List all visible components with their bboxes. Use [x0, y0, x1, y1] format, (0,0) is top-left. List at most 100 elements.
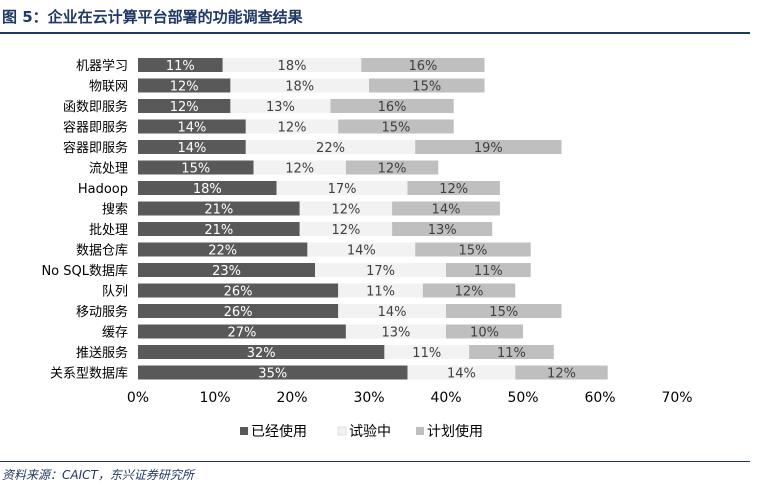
bar-pilot: [384, 345, 470, 359]
category-label: 物联网: [89, 80, 128, 95]
source-rule: [0, 461, 750, 462]
axis-layer: 0% 10% 20% 30% 40% 50% 60% 70%: [127, 390, 693, 406]
bar-planned: [345, 160, 439, 175]
bar-pilot: [245, 140, 416, 154]
bar-used: [138, 58, 223, 72]
legend-swatch-pilot: [337, 426, 347, 436]
data-label-planned: 15%: [412, 80, 441, 95]
data-label-pilot: 14%: [378, 305, 407, 320]
data-label-pilot: 22%: [316, 141, 345, 156]
data-label-planned: 12%: [455, 285, 484, 300]
data-label-pilot: 13%: [381, 326, 410, 341]
category-label: 缓存: [102, 326, 128, 341]
bar-used: [138, 78, 231, 93]
data-label-pilot: 13%: [266, 100, 295, 115]
category-label: 移动服务: [76, 304, 128, 320]
legend-label-pilot: 试验中: [349, 424, 391, 440]
data-label-used: 21%: [204, 203, 233, 218]
data-label-planned: 11%: [474, 264, 503, 279]
category-label: No SQL数据库: [41, 263, 128, 279]
bar-pilot: [253, 160, 346, 175]
category-label: 容器即服务: [63, 120, 128, 136]
bar-planned: [330, 99, 454, 113]
category-label: 批处理: [89, 223, 128, 238]
x-tick-label: 10%: [199, 390, 230, 406]
data-label-planned: 12%: [439, 182, 468, 197]
bar-used: [138, 181, 277, 195]
bar-used: [138, 201, 300, 216]
category-label: 数据仓库: [76, 243, 128, 259]
bar-planned: [392, 222, 493, 236]
bar-planned: [446, 263, 531, 277]
x-tick-label: 30%: [353, 390, 384, 406]
bar-planned: [446, 324, 523, 339]
bar-used: [138, 160, 254, 175]
bar-planned: [515, 365, 608, 380]
data-label-planned: 19%: [474, 141, 503, 156]
data-label-used: 26%: [224, 305, 253, 320]
data-label-planned: 15%: [458, 244, 487, 259]
category-label: Hadoop: [78, 182, 128, 197]
data-label-used: 35%: [258, 367, 287, 382]
bar-used: [138, 345, 385, 359]
bar-planned: [369, 78, 485, 93]
bar-planned: [338, 119, 454, 134]
figure-title: 图 5：企业在云计算平台部署的功能调查结果: [2, 8, 303, 26]
data-label-used: 14%: [177, 141, 206, 156]
data-label-pilot: 12%: [278, 121, 307, 136]
bar-used: [138, 222, 300, 236]
bar-planned: [469, 345, 554, 359]
bar-used: [138, 263, 316, 277]
legend: 已经使用 试验中 计划使用: [240, 423, 483, 440]
data-label-planned: 11%: [497, 346, 526, 361]
data-label-used: 27%: [227, 326, 256, 341]
data-label-planned: 12%: [547, 367, 576, 382]
data-label-planned: 15%: [381, 121, 410, 136]
legend-swatch-used: [240, 427, 248, 435]
x-tick-label: 60%: [584, 390, 615, 406]
bar-planned: [415, 140, 562, 154]
labels-layer: 机器学习 11% 18% 16% 物联网 12% 18% 15% 函数即服务 12% 13% 16% 容…: [41, 58, 576, 382]
data-label-planned: 12%: [378, 162, 407, 177]
data-label-used: 15%: [181, 162, 210, 177]
bar-planned: [392, 201, 500, 216]
bar-pilot: [338, 283, 423, 298]
category-label: 推送服务: [76, 345, 128, 361]
bar-planned: [361, 58, 485, 72]
category-label: 搜索: [102, 203, 128, 218]
bar-used: [138, 242, 308, 257]
data-label-used: 12%: [170, 80, 199, 95]
data-label-used: 14%: [177, 121, 206, 136]
category-label: 队列: [102, 285, 128, 300]
x-tick-label: 50%: [507, 390, 538, 406]
category-label: 函数即服务: [63, 99, 128, 115]
data-label-pilot: 18%: [285, 80, 314, 95]
category-label: 流处理: [89, 162, 128, 177]
data-label-used: 22%: [208, 244, 237, 259]
data-label-planned: 14%: [432, 203, 461, 218]
bar-planned: [407, 181, 500, 195]
bar-pilot: [299, 222, 393, 236]
bar-used: [138, 119, 246, 134]
bar-pilot: [338, 304, 446, 318]
data-label-used: 26%: [224, 285, 253, 300]
bar-planned: [415, 242, 531, 257]
bar-used: [138, 283, 339, 298]
data-label-planned: 16%: [378, 100, 407, 115]
bar-pilot: [230, 78, 369, 93]
data-label-pilot: 11%: [412, 346, 441, 361]
source-note: 资料来源：CAICT，东兴证券研究所: [2, 468, 194, 482]
category-label: 容器即服务: [63, 140, 128, 156]
bar-used: [138, 304, 339, 318]
data-label-pilot: 17%: [328, 182, 357, 197]
data-label-pilot: 12%: [331, 203, 360, 218]
data-label-used: 11%: [166, 59, 195, 74]
category-label: 机器学习: [76, 58, 128, 74]
x-tick-label: 0%: [127, 390, 149, 406]
data-label-used: 21%: [204, 223, 233, 238]
category-label: 关系型数据库: [50, 366, 128, 382]
legend-label-planned: 计划使用: [427, 423, 483, 440]
bar-used: [138, 99, 231, 113]
data-label-planned: 10%: [470, 326, 499, 341]
data-label-planned: 16%: [408, 59, 437, 74]
